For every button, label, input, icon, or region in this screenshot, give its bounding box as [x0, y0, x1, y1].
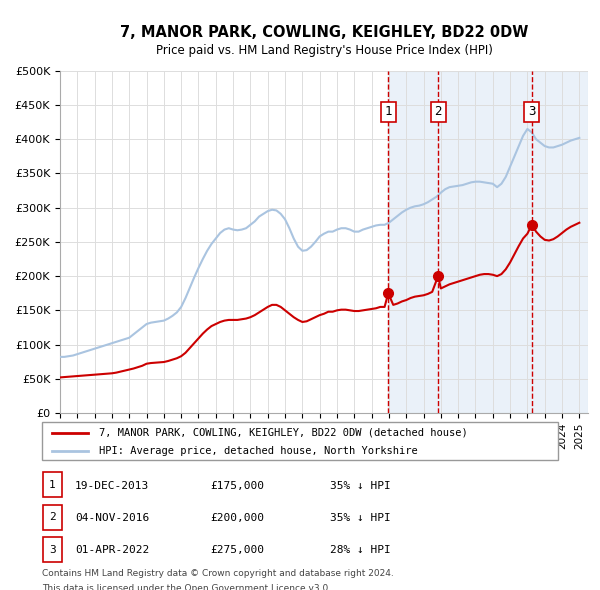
Text: £275,000: £275,000 [210, 546, 264, 555]
Text: 2: 2 [49, 512, 56, 522]
Text: 35% ↓ HPI: 35% ↓ HPI [330, 481, 391, 490]
Text: 2: 2 [434, 106, 442, 119]
Text: Contains HM Land Registry data © Crown copyright and database right 2024.: Contains HM Land Registry data © Crown c… [42, 569, 394, 578]
Text: 7, MANOR PARK, COWLING, KEIGHLEY, BD22 0DW: 7, MANOR PARK, COWLING, KEIGHLEY, BD22 0… [120, 25, 528, 40]
FancyBboxPatch shape [43, 537, 62, 562]
Text: 35% ↓ HPI: 35% ↓ HPI [330, 513, 391, 523]
FancyBboxPatch shape [43, 473, 62, 497]
Text: 1: 1 [385, 106, 392, 119]
Text: 7, MANOR PARK, COWLING, KEIGHLEY, BD22 0DW (detached house): 7, MANOR PARK, COWLING, KEIGHLEY, BD22 0… [99, 428, 467, 438]
Text: Price paid vs. HM Land Registry's House Price Index (HPI): Price paid vs. HM Land Registry's House … [155, 44, 493, 57]
Text: 28% ↓ HPI: 28% ↓ HPI [330, 546, 391, 555]
Text: 3: 3 [49, 545, 56, 555]
Text: 19-DEC-2013: 19-DEC-2013 [75, 481, 149, 490]
FancyBboxPatch shape [42, 422, 558, 460]
Text: £200,000: £200,000 [210, 513, 264, 523]
Text: This data is licensed under the Open Government Licence v3.0.: This data is licensed under the Open Gov… [42, 584, 331, 590]
Text: 04-NOV-2016: 04-NOV-2016 [75, 513, 149, 523]
Text: 01-APR-2022: 01-APR-2022 [75, 546, 149, 555]
Text: 1: 1 [49, 480, 56, 490]
Bar [388, 71, 588, 413]
FancyBboxPatch shape [43, 505, 62, 530]
Text: 3: 3 [528, 106, 535, 119]
Text: HPI: Average price, detached house, North Yorkshire: HPI: Average price, detached house, Nort… [99, 445, 418, 455]
Text: £175,000: £175,000 [210, 481, 264, 490]
